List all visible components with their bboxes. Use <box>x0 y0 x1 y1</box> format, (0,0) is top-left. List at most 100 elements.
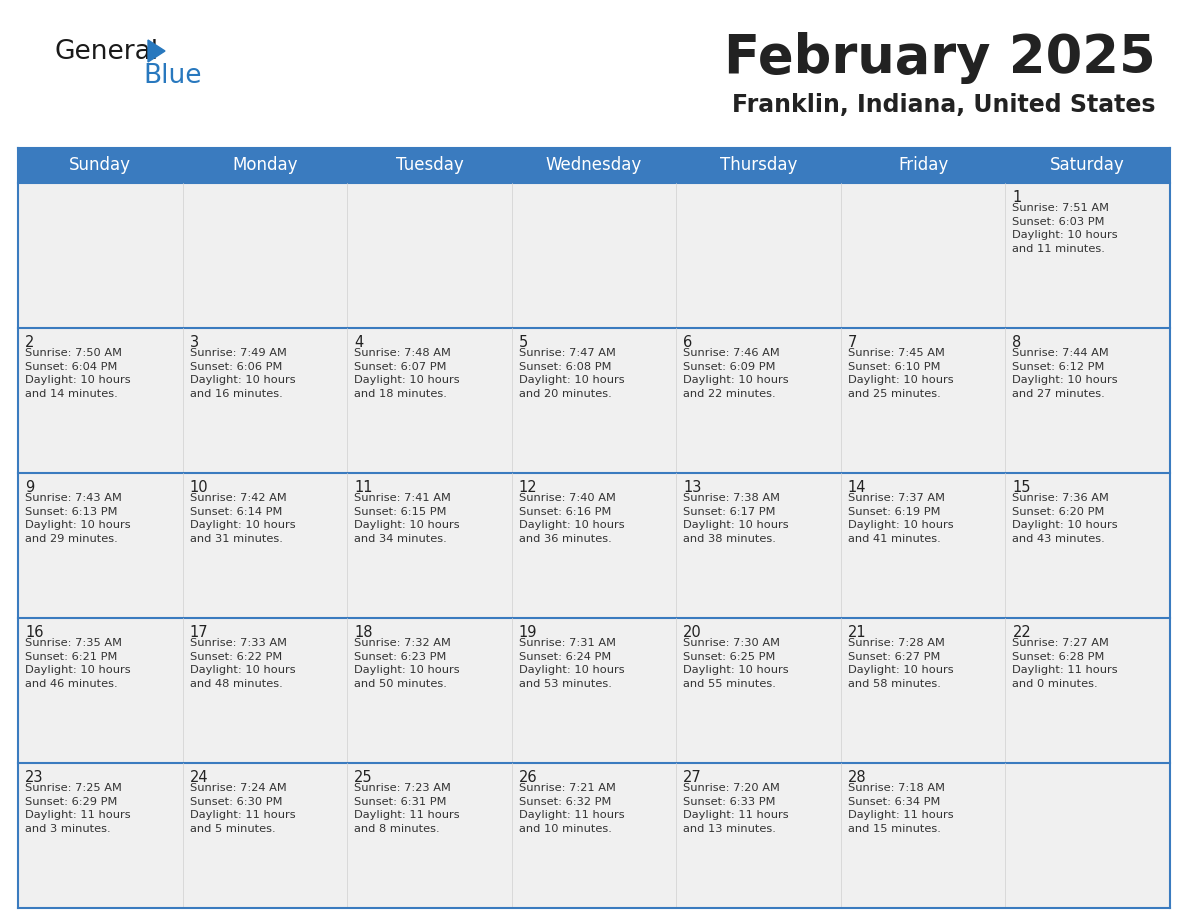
Text: Tuesday: Tuesday <box>396 156 463 174</box>
Text: 28: 28 <box>848 770 866 785</box>
Text: 24: 24 <box>190 770 208 785</box>
Bar <box>841 328 1005 473</box>
Text: 7: 7 <box>848 335 858 350</box>
Bar <box>841 183 1005 328</box>
Text: Sunrise: 7:31 AM
Sunset: 6:24 PM
Daylight: 10 hours
and 53 minutes.: Sunrise: 7:31 AM Sunset: 6:24 PM Dayligh… <box>519 638 625 688</box>
Text: Franklin, Indiana, United States: Franklin, Indiana, United States <box>733 93 1156 117</box>
Text: Sunrise: 7:30 AM
Sunset: 6:25 PM
Daylight: 10 hours
and 55 minutes.: Sunrise: 7:30 AM Sunset: 6:25 PM Dayligh… <box>683 638 789 688</box>
Bar <box>183 183 347 328</box>
Bar <box>347 148 512 183</box>
Bar <box>183 328 347 473</box>
Polygon shape <box>148 40 165 62</box>
Text: Sunrise: 7:40 AM
Sunset: 6:16 PM
Daylight: 10 hours
and 36 minutes.: Sunrise: 7:40 AM Sunset: 6:16 PM Dayligh… <box>519 493 625 543</box>
Text: Sunrise: 7:20 AM
Sunset: 6:33 PM
Daylight: 11 hours
and 13 minutes.: Sunrise: 7:20 AM Sunset: 6:33 PM Dayligh… <box>683 783 789 834</box>
Text: Sunrise: 7:23 AM
Sunset: 6:31 PM
Daylight: 11 hours
and 8 minutes.: Sunrise: 7:23 AM Sunset: 6:31 PM Dayligh… <box>354 783 460 834</box>
Text: Sunrise: 7:21 AM
Sunset: 6:32 PM
Daylight: 11 hours
and 10 minutes.: Sunrise: 7:21 AM Sunset: 6:32 PM Dayligh… <box>519 783 625 834</box>
Bar <box>1005 183 1170 328</box>
Bar <box>18 763 183 908</box>
Text: 17: 17 <box>190 625 208 640</box>
Text: 14: 14 <box>848 480 866 495</box>
Text: Sunrise: 7:37 AM
Sunset: 6:19 PM
Daylight: 10 hours
and 41 minutes.: Sunrise: 7:37 AM Sunset: 6:19 PM Dayligh… <box>848 493 954 543</box>
Text: Sunrise: 7:36 AM
Sunset: 6:20 PM
Daylight: 10 hours
and 43 minutes.: Sunrise: 7:36 AM Sunset: 6:20 PM Dayligh… <box>1012 493 1118 543</box>
Text: 27: 27 <box>683 770 702 785</box>
Bar <box>18 183 183 328</box>
Bar <box>1005 328 1170 473</box>
Text: Saturday: Saturday <box>1050 156 1125 174</box>
Text: February 2025: February 2025 <box>725 32 1156 84</box>
Text: Friday: Friday <box>898 156 948 174</box>
Text: 10: 10 <box>190 480 208 495</box>
Bar <box>347 763 512 908</box>
Text: 5: 5 <box>519 335 527 350</box>
Text: 21: 21 <box>848 625 866 640</box>
Bar <box>18 148 183 183</box>
Text: Monday: Monday <box>232 156 298 174</box>
Bar <box>676 473 841 618</box>
Bar <box>512 183 676 328</box>
Bar <box>18 473 183 618</box>
Text: Sunrise: 7:25 AM
Sunset: 6:29 PM
Daylight: 11 hours
and 3 minutes.: Sunrise: 7:25 AM Sunset: 6:29 PM Dayligh… <box>25 783 131 834</box>
Bar <box>512 763 676 908</box>
Text: Thursday: Thursday <box>720 156 797 174</box>
Bar <box>841 763 1005 908</box>
Text: Sunrise: 7:24 AM
Sunset: 6:30 PM
Daylight: 11 hours
and 5 minutes.: Sunrise: 7:24 AM Sunset: 6:30 PM Dayligh… <box>190 783 295 834</box>
Text: Sunday: Sunday <box>69 156 132 174</box>
Text: Sunrise: 7:51 AM
Sunset: 6:03 PM
Daylight: 10 hours
and 11 minutes.: Sunrise: 7:51 AM Sunset: 6:03 PM Dayligh… <box>1012 203 1118 253</box>
Bar <box>183 148 347 183</box>
Text: 8: 8 <box>1012 335 1022 350</box>
Text: 4: 4 <box>354 335 364 350</box>
Text: 11: 11 <box>354 480 373 495</box>
Bar <box>18 328 183 473</box>
Text: Sunrise: 7:35 AM
Sunset: 6:21 PM
Daylight: 10 hours
and 46 minutes.: Sunrise: 7:35 AM Sunset: 6:21 PM Dayligh… <box>25 638 131 688</box>
Text: Sunrise: 7:42 AM
Sunset: 6:14 PM
Daylight: 10 hours
and 31 minutes.: Sunrise: 7:42 AM Sunset: 6:14 PM Dayligh… <box>190 493 295 543</box>
Bar <box>512 618 676 763</box>
Bar <box>183 763 347 908</box>
Bar <box>841 618 1005 763</box>
Text: 22: 22 <box>1012 625 1031 640</box>
Text: 3: 3 <box>190 335 198 350</box>
Bar <box>1005 148 1170 183</box>
Bar <box>347 328 512 473</box>
Bar <box>1005 618 1170 763</box>
Text: 18: 18 <box>354 625 373 640</box>
Bar <box>676 763 841 908</box>
Bar <box>841 473 1005 618</box>
Text: 25: 25 <box>354 770 373 785</box>
Text: 23: 23 <box>25 770 44 785</box>
Text: Sunrise: 7:27 AM
Sunset: 6:28 PM
Daylight: 11 hours
and 0 minutes.: Sunrise: 7:27 AM Sunset: 6:28 PM Dayligh… <box>1012 638 1118 688</box>
Bar <box>676 183 841 328</box>
Bar <box>676 618 841 763</box>
Bar <box>676 328 841 473</box>
Text: Blue: Blue <box>143 63 202 89</box>
Text: 20: 20 <box>683 625 702 640</box>
Text: Sunrise: 7:49 AM
Sunset: 6:06 PM
Daylight: 10 hours
and 16 minutes.: Sunrise: 7:49 AM Sunset: 6:06 PM Dayligh… <box>190 348 295 398</box>
Text: Sunrise: 7:41 AM
Sunset: 6:15 PM
Daylight: 10 hours
and 34 minutes.: Sunrise: 7:41 AM Sunset: 6:15 PM Dayligh… <box>354 493 460 543</box>
Bar <box>676 148 841 183</box>
Bar <box>512 148 676 183</box>
Text: Sunrise: 7:48 AM
Sunset: 6:07 PM
Daylight: 10 hours
and 18 minutes.: Sunrise: 7:48 AM Sunset: 6:07 PM Dayligh… <box>354 348 460 398</box>
Bar <box>512 328 676 473</box>
Text: General: General <box>55 39 159 65</box>
Bar <box>347 473 512 618</box>
Bar <box>347 183 512 328</box>
Text: 12: 12 <box>519 480 537 495</box>
Text: Sunrise: 7:46 AM
Sunset: 6:09 PM
Daylight: 10 hours
and 22 minutes.: Sunrise: 7:46 AM Sunset: 6:09 PM Dayligh… <box>683 348 789 398</box>
Bar <box>347 618 512 763</box>
Bar <box>183 473 347 618</box>
Text: 1: 1 <box>1012 190 1022 205</box>
Text: Sunrise: 7:32 AM
Sunset: 6:23 PM
Daylight: 10 hours
and 50 minutes.: Sunrise: 7:32 AM Sunset: 6:23 PM Dayligh… <box>354 638 460 688</box>
Text: Sunrise: 7:44 AM
Sunset: 6:12 PM
Daylight: 10 hours
and 27 minutes.: Sunrise: 7:44 AM Sunset: 6:12 PM Dayligh… <box>1012 348 1118 398</box>
Bar <box>512 473 676 618</box>
Text: 6: 6 <box>683 335 693 350</box>
Text: Sunrise: 7:18 AM
Sunset: 6:34 PM
Daylight: 11 hours
and 15 minutes.: Sunrise: 7:18 AM Sunset: 6:34 PM Dayligh… <box>848 783 954 834</box>
Text: Sunrise: 7:50 AM
Sunset: 6:04 PM
Daylight: 10 hours
and 14 minutes.: Sunrise: 7:50 AM Sunset: 6:04 PM Dayligh… <box>25 348 131 398</box>
Text: 9: 9 <box>25 480 34 495</box>
Text: 2: 2 <box>25 335 34 350</box>
Bar <box>183 618 347 763</box>
Bar <box>18 618 183 763</box>
Bar <box>841 148 1005 183</box>
Bar <box>1005 763 1170 908</box>
Text: 15: 15 <box>1012 480 1031 495</box>
Text: Sunrise: 7:38 AM
Sunset: 6:17 PM
Daylight: 10 hours
and 38 minutes.: Sunrise: 7:38 AM Sunset: 6:17 PM Dayligh… <box>683 493 789 543</box>
Text: 16: 16 <box>25 625 44 640</box>
